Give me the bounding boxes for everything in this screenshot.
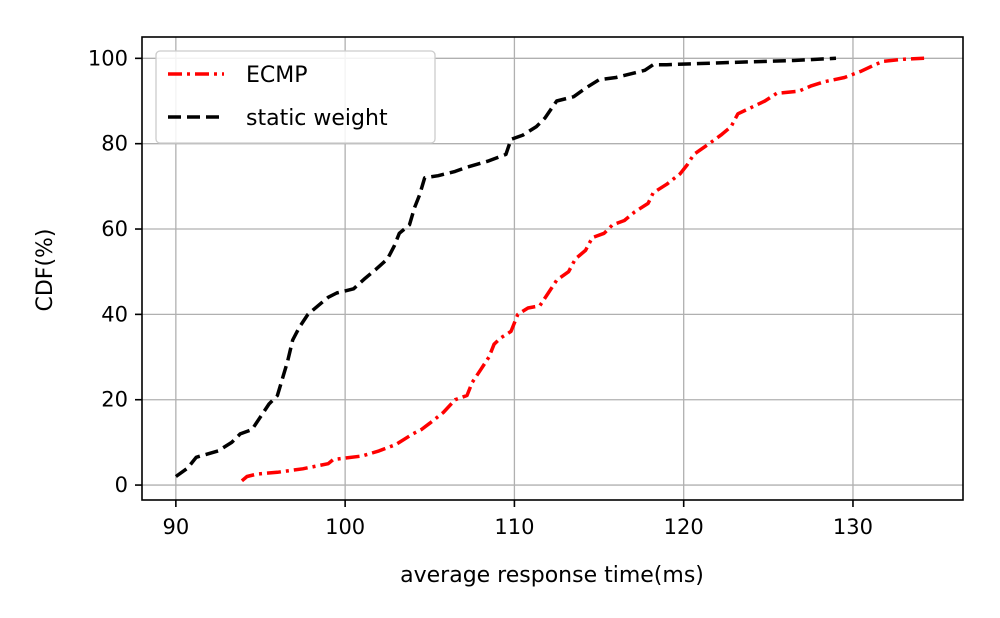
x-tick-label: 120	[664, 515, 704, 539]
x-axis-label: average response time(ms)	[400, 563, 704, 588]
y-tick-label: 100	[88, 46, 128, 70]
series-lines	[174, 56, 925, 483]
x-tick-label: 90	[162, 515, 189, 539]
plot-frame	[141, 36, 964, 501]
y-tick-label: 60	[101, 217, 128, 241]
series-line-static-weight	[174, 56, 837, 478]
x-tick-label: 130	[833, 515, 873, 539]
x-tick-label: 110	[494, 515, 534, 539]
x-tick-label: 100	[325, 515, 365, 539]
legend-box	[155, 50, 436, 144]
y-tick-label: 20	[101, 388, 128, 412]
y-tick-label: 40	[101, 302, 128, 326]
y-tick-label: 80	[101, 132, 128, 156]
series-line-ecmp	[240, 56, 925, 483]
y-tick-label: 0	[115, 473, 128, 497]
legend: ECMP static weight	[155, 50, 436, 144]
y-axis-label: CDF(%)	[33, 228, 58, 311]
axis-ticks: 90 100 110 120 130 0 20 40 60 80 100	[88, 46, 873, 539]
legend-label-ecmp: ECMP	[246, 63, 308, 88]
legend-label-static-weight: static weight	[246, 106, 388, 131]
